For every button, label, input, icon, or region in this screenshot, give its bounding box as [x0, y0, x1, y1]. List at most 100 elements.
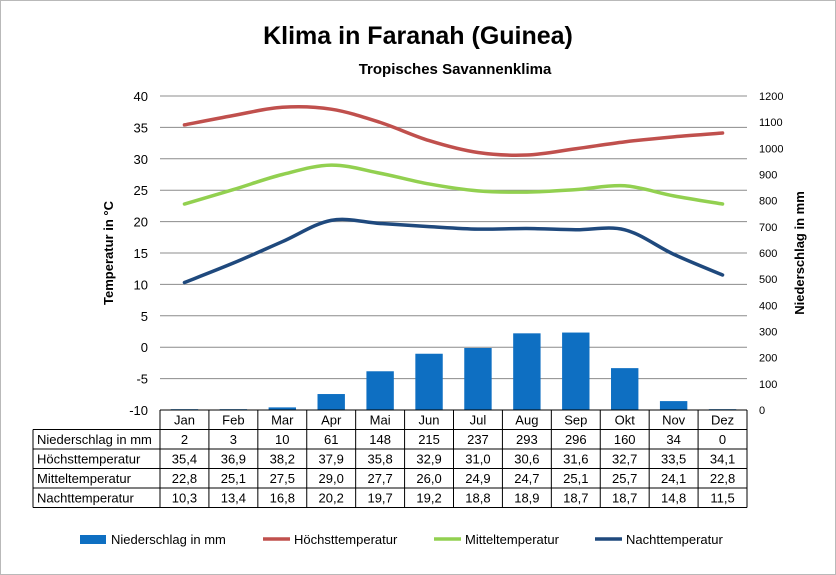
x-tick-mai: Mai — [370, 413, 391, 428]
y-axis-right-title: Niederschlag in mm — [792, 191, 807, 315]
table-cell: 18,7 — [563, 491, 588, 506]
table-cell: 293 — [516, 432, 538, 447]
x-tick-jun: Jun — [419, 413, 440, 428]
table-cell: 32,9 — [416, 452, 441, 467]
legend-swatch — [80, 535, 106, 544]
table-cell: 10,3 — [172, 491, 197, 506]
table-cell: 24,1 — [661, 471, 686, 486]
table-cell: 34 — [666, 432, 680, 447]
chart-subtitle: Tropisches Savannenklima — [358, 61, 552, 78]
y-tick-right: 1000 — [759, 143, 783, 155]
table-cell: 32,7 — [612, 452, 637, 467]
table-row-label: Niederschlag in mm — [37, 432, 152, 447]
y-tick-left: 20 — [134, 215, 148, 230]
bar-series — [170, 332, 737, 410]
table-cell: 18,7 — [612, 491, 637, 506]
y-tick-right: 600 — [759, 248, 777, 260]
y-tick-left: 10 — [134, 277, 148, 292]
y-tick-right: 500 — [759, 274, 777, 286]
y-tick-right: 1200 — [759, 91, 783, 103]
x-tick-aug: Aug — [515, 413, 538, 428]
x-tick-feb: Feb — [222, 413, 244, 428]
y-tick-left: 25 — [134, 183, 148, 198]
y-tick-left: -5 — [136, 372, 148, 387]
table-cell: 38,2 — [270, 452, 295, 467]
chart-title: Klima in Faranah (Guinea) — [263, 22, 573, 50]
table-cell: 25,1 — [221, 471, 246, 486]
table-cell: 22,8 — [710, 471, 735, 486]
table-cell: 22,8 — [172, 471, 197, 486]
bar-nov — [659, 401, 688, 410]
table-cell: 18,8 — [465, 491, 490, 506]
line-mitteltemperatur — [182, 163, 725, 206]
table-cell: 25,7 — [612, 471, 637, 486]
legend-label: Niederschlag in mm — [111, 532, 226, 547]
y-axis-left-title: Temperatur in °C — [101, 200, 116, 305]
x-tick-dez: Dez — [711, 413, 734, 428]
table-cell: 33,5 — [661, 452, 686, 467]
bar-sep — [562, 332, 590, 410]
y-tick-left: 0 — [141, 340, 148, 355]
line-series — [182, 105, 725, 285]
table-cell: 24,7 — [514, 471, 539, 486]
bar-aug — [513, 333, 541, 410]
table-cell: 37,9 — [319, 452, 344, 467]
x-tick-jan: Jan — [174, 413, 195, 428]
table-cell: 36,9 — [221, 452, 246, 467]
table-cell: 34,1 — [710, 452, 735, 467]
y-tick-left: 15 — [134, 246, 148, 261]
table-row-label: Nachttemperatur — [37, 491, 134, 506]
gridlines — [160, 95, 747, 411]
table-cell: 18,9 — [514, 491, 539, 506]
legend-label: Mitteltemperatur — [465, 532, 560, 547]
table-cell: 35,8 — [367, 452, 392, 467]
bar-mai — [366, 371, 394, 410]
table-cell: 31,0 — [465, 452, 490, 467]
table-cell: 0 — [719, 432, 726, 447]
y-tick-left: -10 — [129, 403, 148, 418]
table-row-label: Höchsttemperatur — [37, 452, 141, 467]
table-cell: 148 — [369, 432, 391, 447]
table-cell: 29,0 — [319, 471, 344, 486]
y-tick-right: 900 — [759, 170, 777, 182]
table-cell: 61 — [324, 432, 338, 447]
table-cell: 20,2 — [319, 491, 344, 506]
table-cell: 27,7 — [367, 471, 392, 486]
bar-mar — [268, 407, 296, 410]
y-tick-left: 40 — [134, 89, 148, 104]
table-row-label: Mitteltemperatur — [37, 471, 132, 486]
x-tick-sep: Sep — [564, 413, 587, 428]
table-cell: 215 — [418, 432, 440, 447]
legend-label: Höchsttemperatur — [294, 532, 398, 547]
x-tick-mar: Mar — [271, 413, 294, 428]
table-cell: 13,4 — [221, 491, 246, 506]
y-tick-right: 200 — [759, 353, 777, 365]
table-cell: 26,0 — [416, 471, 441, 486]
table-cell: 25,1 — [563, 471, 588, 486]
bar-okt — [611, 368, 639, 410]
x-tick-apr: Apr — [321, 413, 342, 428]
bar-apr — [317, 394, 345, 410]
table-cell: 11,5 — [710, 491, 734, 506]
x-tick-nov: Nov — [662, 413, 686, 428]
y-tick-right: 1100 — [759, 117, 783, 129]
bar-jul — [464, 347, 492, 410]
table-cell: 10 — [275, 432, 289, 447]
table-cell: 24,9 — [465, 471, 490, 486]
line-h-chsttemperatur — [182, 105, 725, 157]
x-tick-jul: Jul — [470, 413, 487, 428]
table-cell: 14,8 — [661, 491, 686, 506]
y-axis-left-ticks: 40 35 30 25 20 15 10 5 0 -5 -10 — [129, 89, 148, 418]
legend: Niederschlag in mm Höchsttemperatur Mittel… — [80, 532, 723, 547]
data-table: Jan Feb Mar Apr Mai Jun Jul Aug Sep Okt Nov Dez Nied… — [32, 409, 748, 508]
table-cell: 16,8 — [270, 491, 295, 506]
y-tick-left: 5 — [141, 309, 148, 324]
y-tick-right: 700 — [759, 222, 777, 234]
table-cell: 19,7 — [367, 491, 392, 506]
y-tick-right: 800 — [759, 196, 777, 208]
table-cell: 3 — [230, 432, 237, 447]
bar-jun — [415, 353, 443, 410]
x-tick-okt: Okt — [615, 413, 636, 428]
y-tick-right: 100 — [759, 379, 777, 391]
